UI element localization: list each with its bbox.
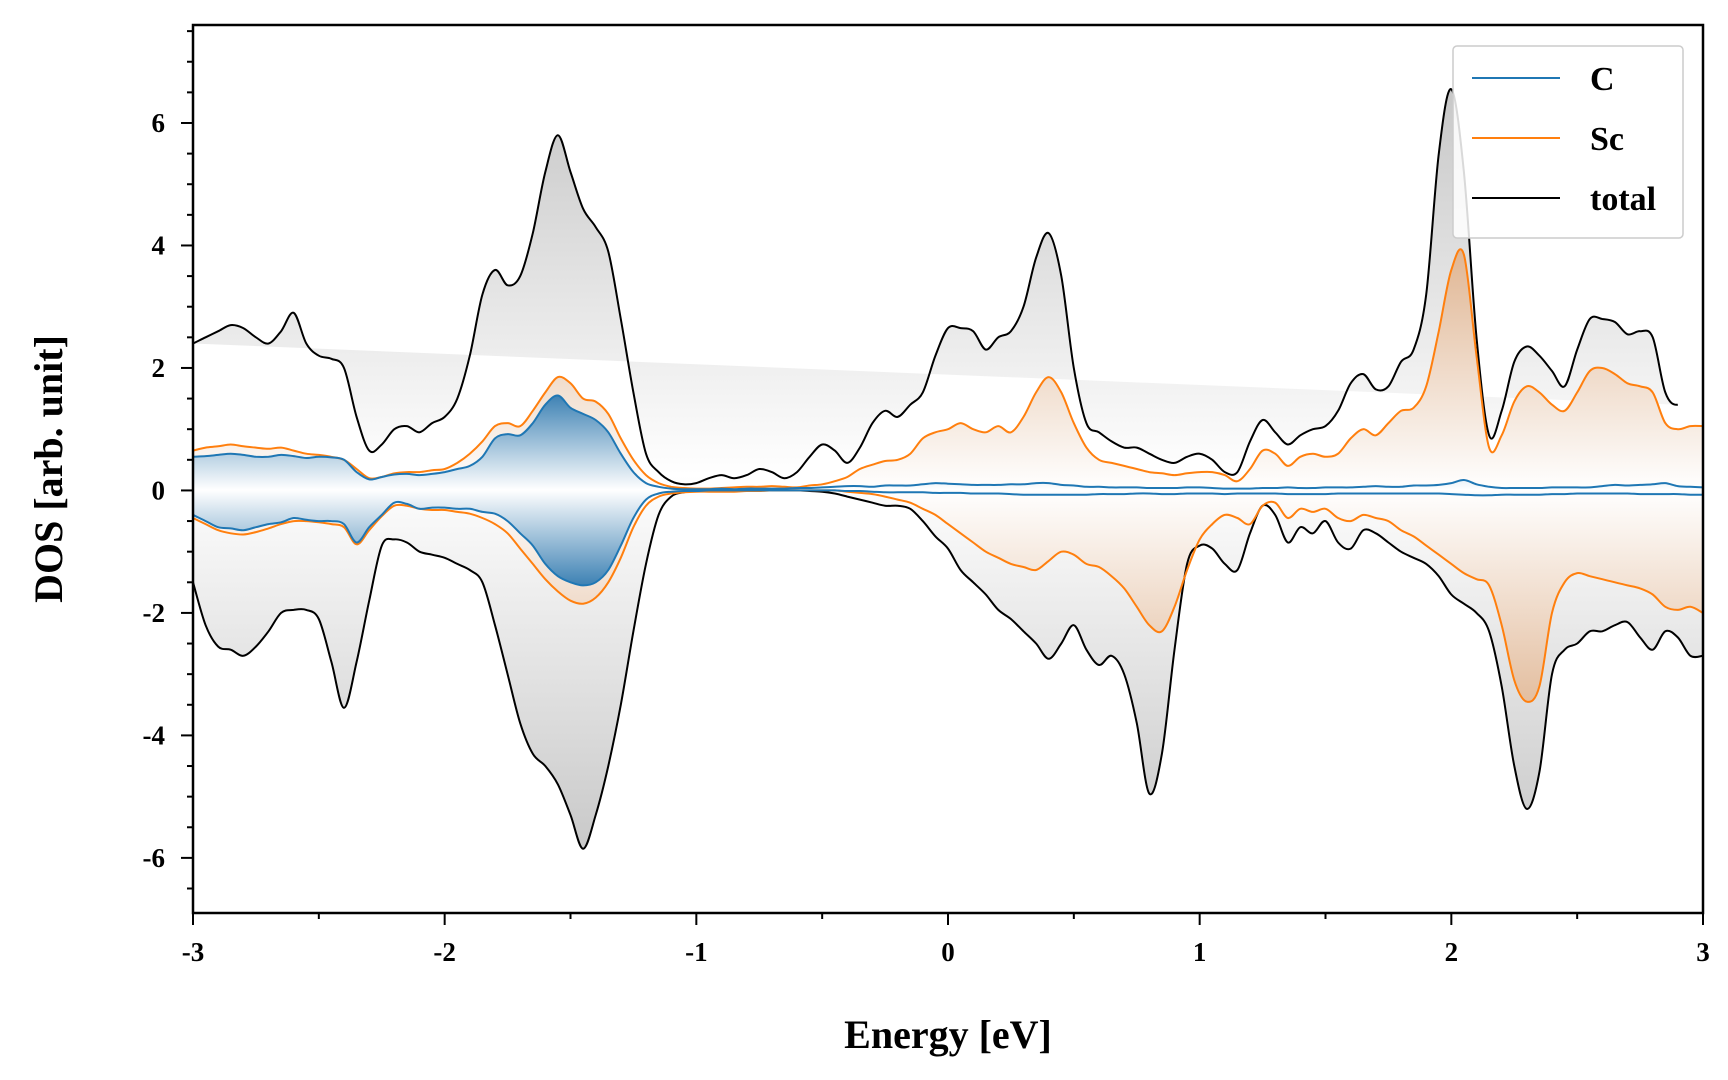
y-axis: -6 -4 -2 0 2 4 6 [143,30,193,890]
line-c-spin-up [193,394,1703,491]
y-tick-label: -2 [143,598,166,628]
y-tick-label: 4 [152,230,166,260]
y-tick-label: 2 [152,353,166,383]
y-tick-label: 6 [152,108,166,138]
y-tick-label: -4 [143,720,166,750]
y-tick-label: -6 [143,843,166,873]
x-tick-label: -1 [685,937,708,967]
x-tick-label: 1 [1193,937,1207,967]
x-axis-title: Energy [eV] [844,1012,1052,1057]
line-total-spin-up [193,88,1678,486]
fill-total-spin-up [193,89,1678,485]
x-tick-label: -3 [182,937,205,967]
legend-label-sc: Sc [1590,121,1624,158]
legend-box [1452,45,1684,239]
x-tick-label: 0 [941,937,955,967]
legend-label-c: C [1590,61,1615,98]
fill-c-spin-down [193,490,1703,586]
x-axis: -3 -2 -1 0 1 2 3 [182,913,1710,967]
line-sc-spin-down [193,489,1703,703]
x-tick-label: 2 [1445,937,1459,967]
line-c-spin-down [193,489,1703,587]
x-tick-label: 3 [1696,937,1710,967]
dos-fills [193,89,1703,849]
line-total-spin-down [193,489,1703,850]
legend: C Sc total [1452,45,1684,239]
line-sc-spin-up [193,248,1703,490]
y-axis-title: DOS [arb. unit] [26,335,71,603]
x-tick-label: -2 [433,937,456,967]
dos-lines [193,88,1703,850]
y-tick-label: 0 [152,475,166,505]
fill-c-spin-up [193,395,1703,491]
legend-label-total: total [1590,181,1656,218]
